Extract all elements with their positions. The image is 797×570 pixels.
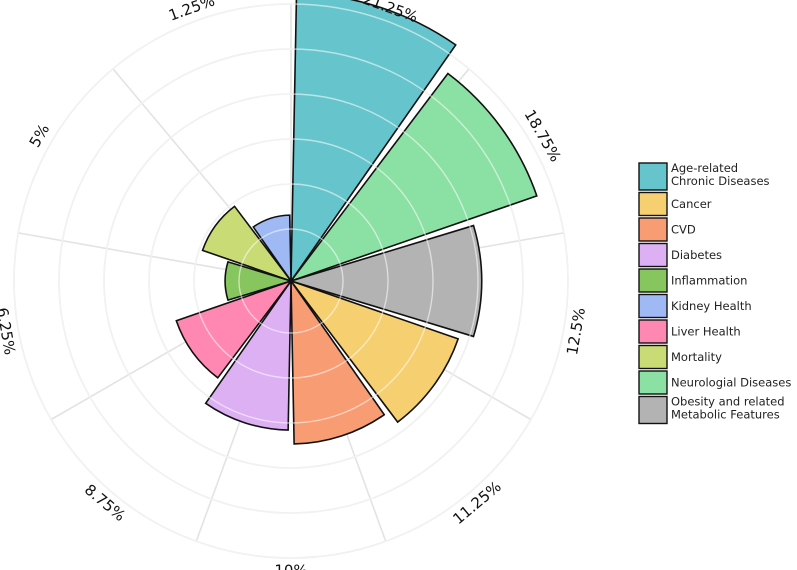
legend-swatch-neurologial-diseases [638, 370, 668, 395]
sector-label: 1.25% [166, 0, 217, 25]
legend-label-inflammation: Inflammation [671, 274, 747, 288]
bar-mortality [201, 205, 294, 283]
bar-age-related-chronic-diseases [290, 0, 457, 284]
legend: Age-related Chronic Diseases Cancer CVD Diab… [638, 161, 791, 425]
legend-swatch-inflammation [638, 268, 668, 293]
legend-swatch-kidney-health [638, 293, 668, 319]
legend-label-cvd: CVD [671, 223, 696, 237]
bar-grid-overlay [238, 228, 344, 334]
legend-label-neurologial-diseases: Neurologial Diseases [671, 376, 791, 390]
legend-swatch-liver-health [638, 319, 668, 344]
legend-label-age-related-chronic-diseases: Age-related Chronic Diseases [671, 161, 770, 188]
legend-label-diabetes: Diabetes [671, 248, 722, 262]
sector-label: 10% [274, 562, 307, 570]
legend-swatch-obesity-and-related-metabolic-features [638, 395, 668, 425]
bar-obesity-and-related-metabolic-features [288, 224, 483, 338]
bar-inflammation [224, 260, 294, 302]
bars-layer [13, 0, 569, 559]
bar-cvd [290, 278, 386, 445]
legend-swatch-diabetes [638, 242, 668, 268]
legend-swatch-mortality [638, 344, 668, 370]
bar-grid-overlay [58, 48, 524, 514]
legend-label-obesity-and-related-metabolic-features: Obesity and related Metabolic Features [671, 395, 785, 422]
bar-grid-overlay [193, 183, 389, 379]
bar-cancer [288, 279, 460, 424]
bar-grid-overlay [103, 93, 479, 469]
legend-swatch-cvd [638, 217, 668, 242]
bar-grid-overlay [13, 3, 569, 559]
legend-label-cancer: Cancer [671, 197, 712, 211]
grid-spoke-8 [18, 232, 240, 273]
legend-label-kidney-health: Kidney Health [671, 299, 752, 313]
bar-diabetes [204, 278, 292, 431]
bar-grid-overlay [148, 138, 434, 424]
bar-liver-health [175, 279, 294, 379]
legend-swatch-cancer [638, 191, 668, 217]
bar-kidney-health [252, 214, 292, 284]
legend-label-mortality: Mortality [671, 350, 722, 364]
legend-label-liver-health: Liver Health [671, 325, 741, 339]
bar-neurologial-diseases [288, 72, 538, 283]
legend-swatch-age-related-chronic-diseases [638, 162, 668, 191]
sector-label: 12.5% [563, 306, 589, 356]
